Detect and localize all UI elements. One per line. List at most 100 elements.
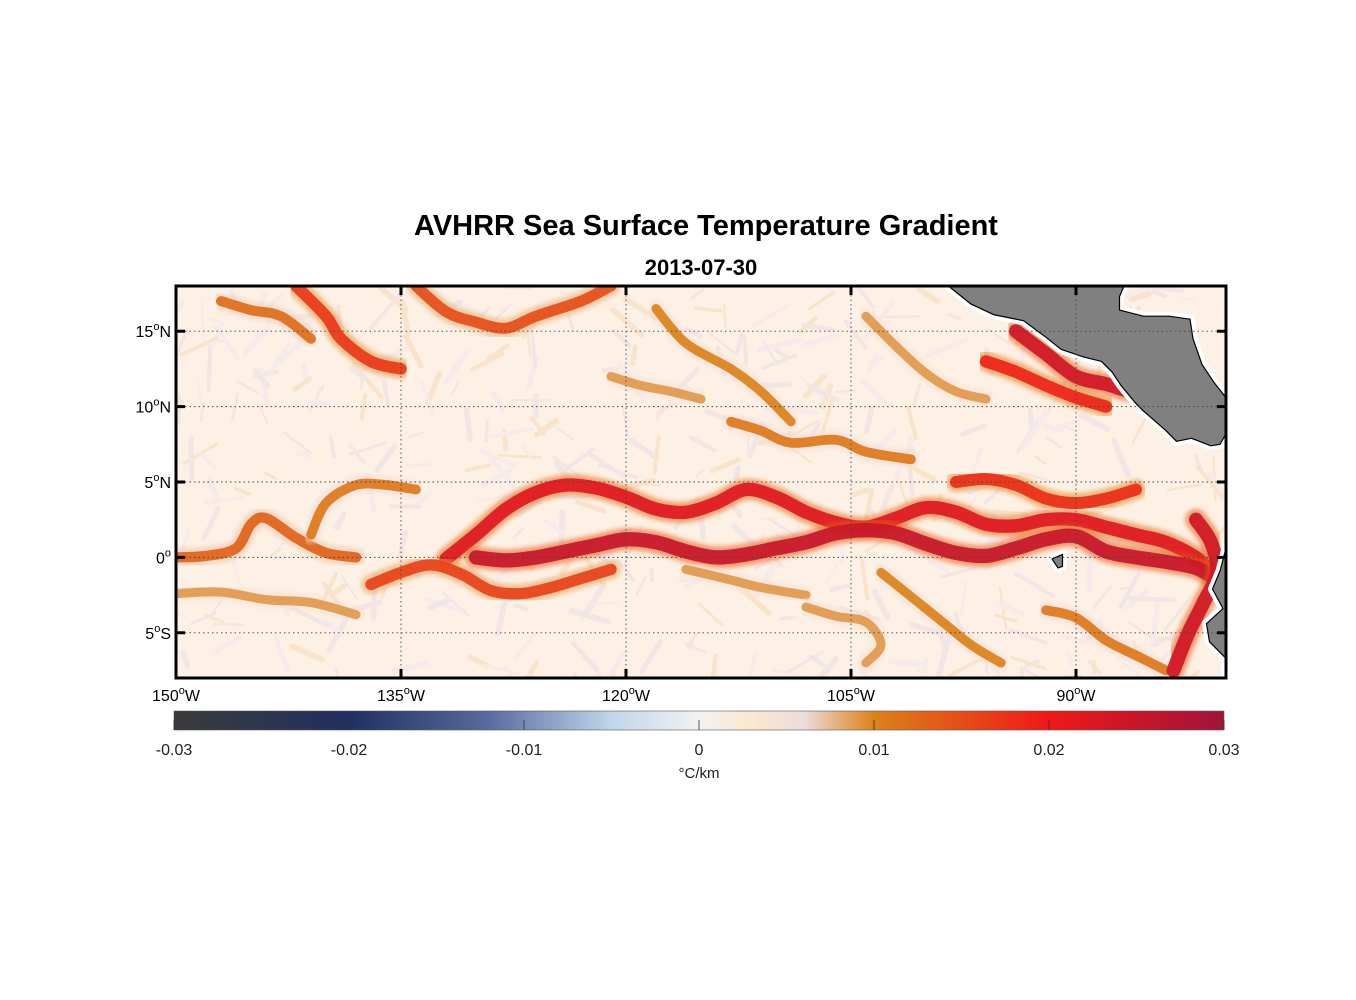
lon-tick-label: 105oW: [827, 685, 876, 705]
latitude-labels: 15oN 10oN 5oN 0o 5oS: [136, 321, 171, 643]
texture-streak: [479, 449, 518, 468]
texture-streak: [1128, 291, 1152, 303]
texture-streak: [512, 527, 524, 540]
texture-streak: [587, 452, 628, 480]
texture-streak: [399, 298, 411, 337]
texture-streak: [1111, 438, 1131, 478]
texture-streak: [628, 482, 661, 487]
texture-streak: [898, 481, 908, 505]
texture-streak: [959, 580, 968, 617]
texture-streak: [1151, 286, 1185, 293]
texture-streak: [484, 419, 489, 443]
texture-streak: [694, 306, 723, 313]
texture-streak: [779, 615, 797, 621]
lon-tick-label: 90oW: [1056, 685, 1096, 705]
texture-streak: [825, 563, 839, 584]
land-masses: [944, 286, 1226, 678]
texture-streak: [213, 324, 240, 361]
colorbar-tick-label: 0: [695, 742, 704, 759]
texture-streak: [497, 453, 542, 459]
texture-streak: [233, 486, 252, 496]
texture-streak: [860, 379, 891, 409]
north-front-west-2: [212, 292, 320, 348]
texture-streak: [490, 390, 505, 411]
colorbar-tick-label: 0.03: [1208, 742, 1239, 759]
texture-streak: [292, 376, 313, 392]
texture-streak: [206, 344, 213, 392]
texture-streak: [690, 287, 705, 300]
texture-streak: [568, 607, 612, 625]
texture-streak: [513, 603, 529, 612]
longitude-labels: 150oW 135oW 120oW 105oW 90oW: [152, 685, 1096, 705]
texture-streak: [264, 471, 277, 480]
texture-streak: [204, 495, 244, 506]
texture-streak: [912, 549, 951, 574]
texture-streak: [412, 493, 430, 509]
texture-streak: [863, 405, 875, 434]
southwest-front-core: [176, 587, 361, 620]
texture-streak: [495, 302, 513, 320]
texture-streak: [1179, 296, 1196, 303]
texture-streak: [266, 342, 291, 377]
south-america-land: [1205, 547, 1226, 678]
texture-streak: [635, 576, 647, 596]
texture-streak: [611, 328, 632, 348]
texture-streak: [200, 452, 218, 470]
texture-streak: [1065, 650, 1074, 668]
texture-streak: [709, 457, 742, 474]
texture-streak: [205, 477, 222, 504]
texture-streak: [1018, 471, 1050, 482]
texture-streak: [408, 431, 424, 439]
texture-streak: [722, 304, 727, 329]
texture-streak: [1120, 660, 1146, 678]
texture-streak: [270, 547, 282, 557]
texture-streak: [469, 351, 505, 372]
texture-streak: [179, 336, 219, 357]
texture-streak: [940, 566, 977, 579]
texture-streak: [328, 435, 336, 459]
texture-streak: [996, 601, 1025, 617]
texture-streak: [610, 307, 645, 338]
texture-streak: [374, 443, 398, 473]
texture-streak: [489, 427, 533, 439]
texture-streak: [176, 299, 186, 318]
lat-tick-label: 5oS: [145, 623, 171, 643]
south-arc-front-core: [365, 559, 617, 600]
equatorial-front-south-core: [468, 523, 1225, 588]
texture-streak: [444, 350, 470, 384]
texture-streak: [1092, 585, 1112, 609]
texture-streak: [334, 511, 347, 531]
texture-streak: [205, 316, 220, 323]
texture-streak: [801, 376, 832, 409]
texture-streak: [773, 347, 789, 361]
texture-streak: [630, 344, 638, 366]
texture-streak: [1014, 571, 1056, 599]
map-subtitle: 2013-07-30: [645, 255, 758, 280]
texture-streak: [289, 643, 326, 663]
texture-streak: [450, 381, 460, 396]
colorbar: -0.03 -0.02 -0.01 0 0.01 0.02 0.03 °C/km: [156, 710, 1240, 782]
southeast-front-a: [872, 563, 1010, 672]
east-2n-front: [946, 468, 1146, 514]
texture-streak: [871, 588, 891, 620]
texture-streak: [494, 600, 508, 637]
texture-streak: [1091, 659, 1097, 675]
frame-ticks: [174, 286, 1226, 678]
texture-streak: [441, 590, 471, 617]
lat-tick-label: 0o: [156, 547, 171, 567]
north-front-east: [857, 307, 995, 408]
southwest-front: [176, 583, 365, 624]
north-5n-front: [302, 474, 425, 544]
texture-streak: [911, 382, 922, 408]
texture-streak: [960, 423, 988, 437]
southeast-front-b-core: [1041, 605, 1171, 676]
texture-streak: [1149, 601, 1161, 649]
lon-tick-label: 135oW: [377, 685, 426, 705]
texture-streak: [917, 668, 924, 678]
texture-streak: [829, 583, 851, 592]
texture-streak: [486, 343, 511, 360]
texture-streak: [348, 443, 366, 465]
texture-streak: [888, 659, 930, 668]
texture-streak: [582, 585, 605, 618]
texture-streak: [294, 450, 311, 459]
